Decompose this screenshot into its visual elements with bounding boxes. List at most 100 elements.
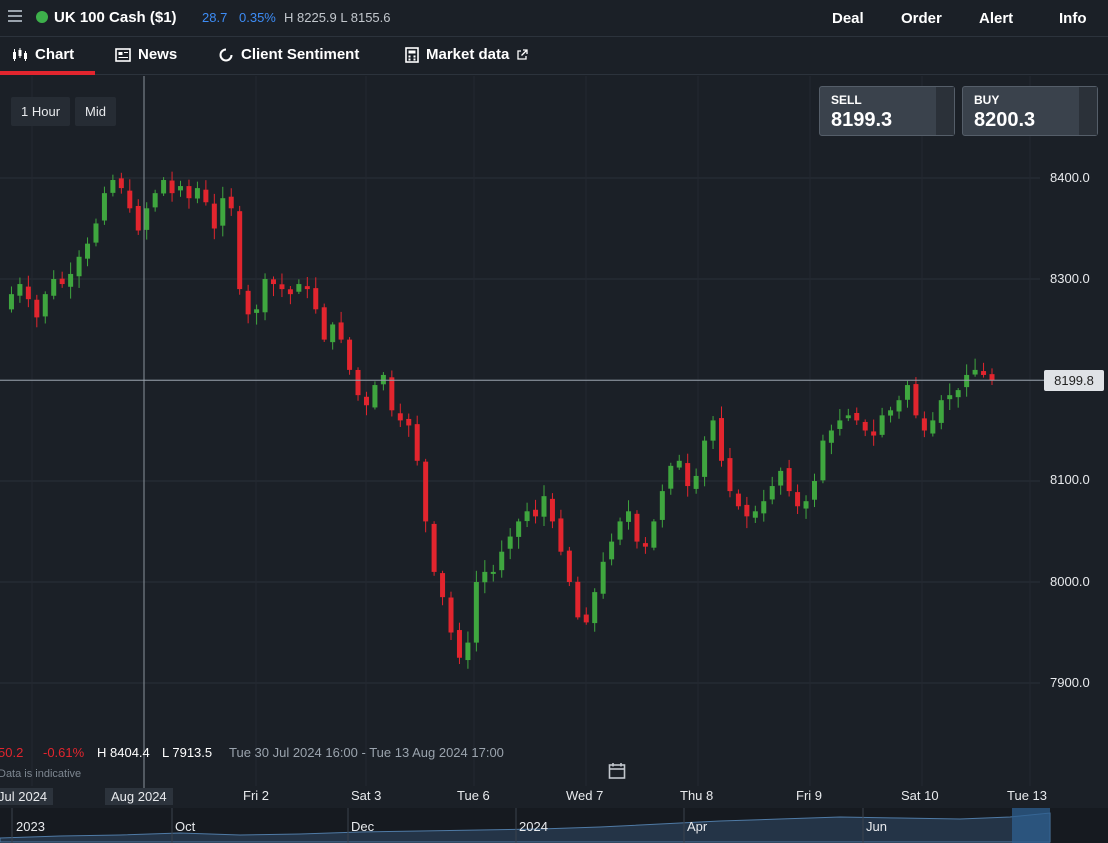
current-price-tag: 8199.8 [1044,370,1104,391]
candle-body [51,279,57,296]
x-tick-label: Tue 13 [1007,788,1047,803]
x-tick-label: Sat 10 [901,788,939,803]
candle-body [8,294,14,310]
period-high: H 8404.4 [97,745,150,760]
candle-body [845,415,851,419]
hamburger-menu-icon[interactable] [8,10,22,24]
market-open-indicator [36,11,48,23]
candle-body [161,180,167,194]
candle-body [34,299,40,318]
candle-body [482,571,488,583]
candle-body [989,374,995,380]
candle-body [127,190,133,209]
candle-body [313,288,319,310]
buy-price: 8200.3 [974,109,1036,131]
candle-body [727,458,733,492]
navigator-label: Dec [351,819,375,834]
period-low: L 7913.5 [162,745,213,760]
candle-body [659,491,665,520]
order-button[interactable]: Order [901,10,942,27]
candle-body [778,470,784,486]
candle-body [372,385,378,408]
candle-body [237,211,243,290]
candle-body [609,541,615,560]
candle-body [972,369,978,375]
y-tick-label: 8100.0 [1050,472,1090,487]
x-tick-label: Fri 9 [796,788,822,803]
navigator-label: 2024 [519,819,548,834]
candle-body [152,193,158,208]
candle-body [465,642,471,661]
candle-body [761,501,767,514]
buy-label: BUY [974,93,1000,107]
sell-button[interactable]: SELL 8199.3 [819,86,955,136]
candle-body [592,592,598,624]
candle-body [380,374,386,385]
candle-body [803,501,809,509]
candle-body [566,550,572,582]
tab-market-data[interactable]: Market data [405,46,529,63]
candle-body [583,614,589,623]
top-bar: UK 100 Cash ($1) 28.7 0.35% H 8225.9 L 8… [0,0,1108,37]
alert-button[interactable]: Alert [979,10,1014,27]
candle-body [211,203,217,229]
candle-body [262,279,268,313]
navigator-overview [0,808,1108,843]
y-tick-label: 8400.0 [1050,170,1090,185]
candle-body [490,571,496,574]
candle-body [363,396,369,406]
candle-body [795,492,801,507]
deal-button[interactable]: Deal [832,10,864,27]
candle-body [955,390,961,398]
candle-body [676,460,682,468]
candlestick-icon [13,47,27,61]
calendar-icon[interactable] [608,762,626,780]
tab-news[interactable]: News [115,46,177,63]
data-indicative-note: Data is indicative [0,768,82,780]
price-type-selector[interactable]: Mid [75,97,116,126]
external-link-icon [517,48,529,60]
y-tick-label: 7900.0 [1050,675,1090,690]
candle-body [355,369,361,396]
candle-body [693,475,699,489]
chart-navigator[interactable] [0,808,1108,843]
navigator-label: Jun [866,819,887,834]
candle-body [651,521,657,548]
candle-body [499,551,505,571]
navigator-label: Oct [175,819,196,834]
candle-body [110,180,116,193]
candle-body [879,415,885,435]
period-range: Tue 30 Jul 2024 16:00 - Tue 13 Aug 2024 … [229,745,504,760]
info-button[interactable]: Info [1059,10,1087,27]
candle-body [25,286,31,300]
candle-body [600,561,606,594]
candle-body [549,498,555,522]
price-chart[interactable] [0,76,1108,806]
candlestick-chart[interactable] [0,76,1108,806]
daily-change-percent: 0.35% [239,10,276,25]
candle-body [389,377,395,411]
tab-client-sentiment[interactable]: Client Sentiment [218,46,359,63]
candle-body [203,189,209,203]
candle-body [668,465,674,489]
candle-body [330,324,336,343]
candle-body [981,371,987,375]
x-tick-label: Tue 6 [457,788,490,803]
candle-body [888,410,894,416]
candle-body [59,278,65,285]
y-tick-label: 8300.0 [1050,271,1090,286]
candle-body [837,420,843,429]
buy-button[interactable]: BUY 8200.3 [962,86,1098,136]
candle-body [17,284,23,296]
tab-chart[interactable]: Chart [12,46,74,63]
sell-label: SELL [831,93,862,107]
candle-body [752,511,758,518]
candle-body [414,424,420,461]
candle-body [702,440,708,477]
candle-body [533,509,539,517]
candle-body [862,421,868,431]
candle-body [913,384,919,416]
candle-body [575,581,581,618]
timeframe-selector[interactable]: 1 Hour [11,97,71,126]
calculator-icon [405,46,419,63]
